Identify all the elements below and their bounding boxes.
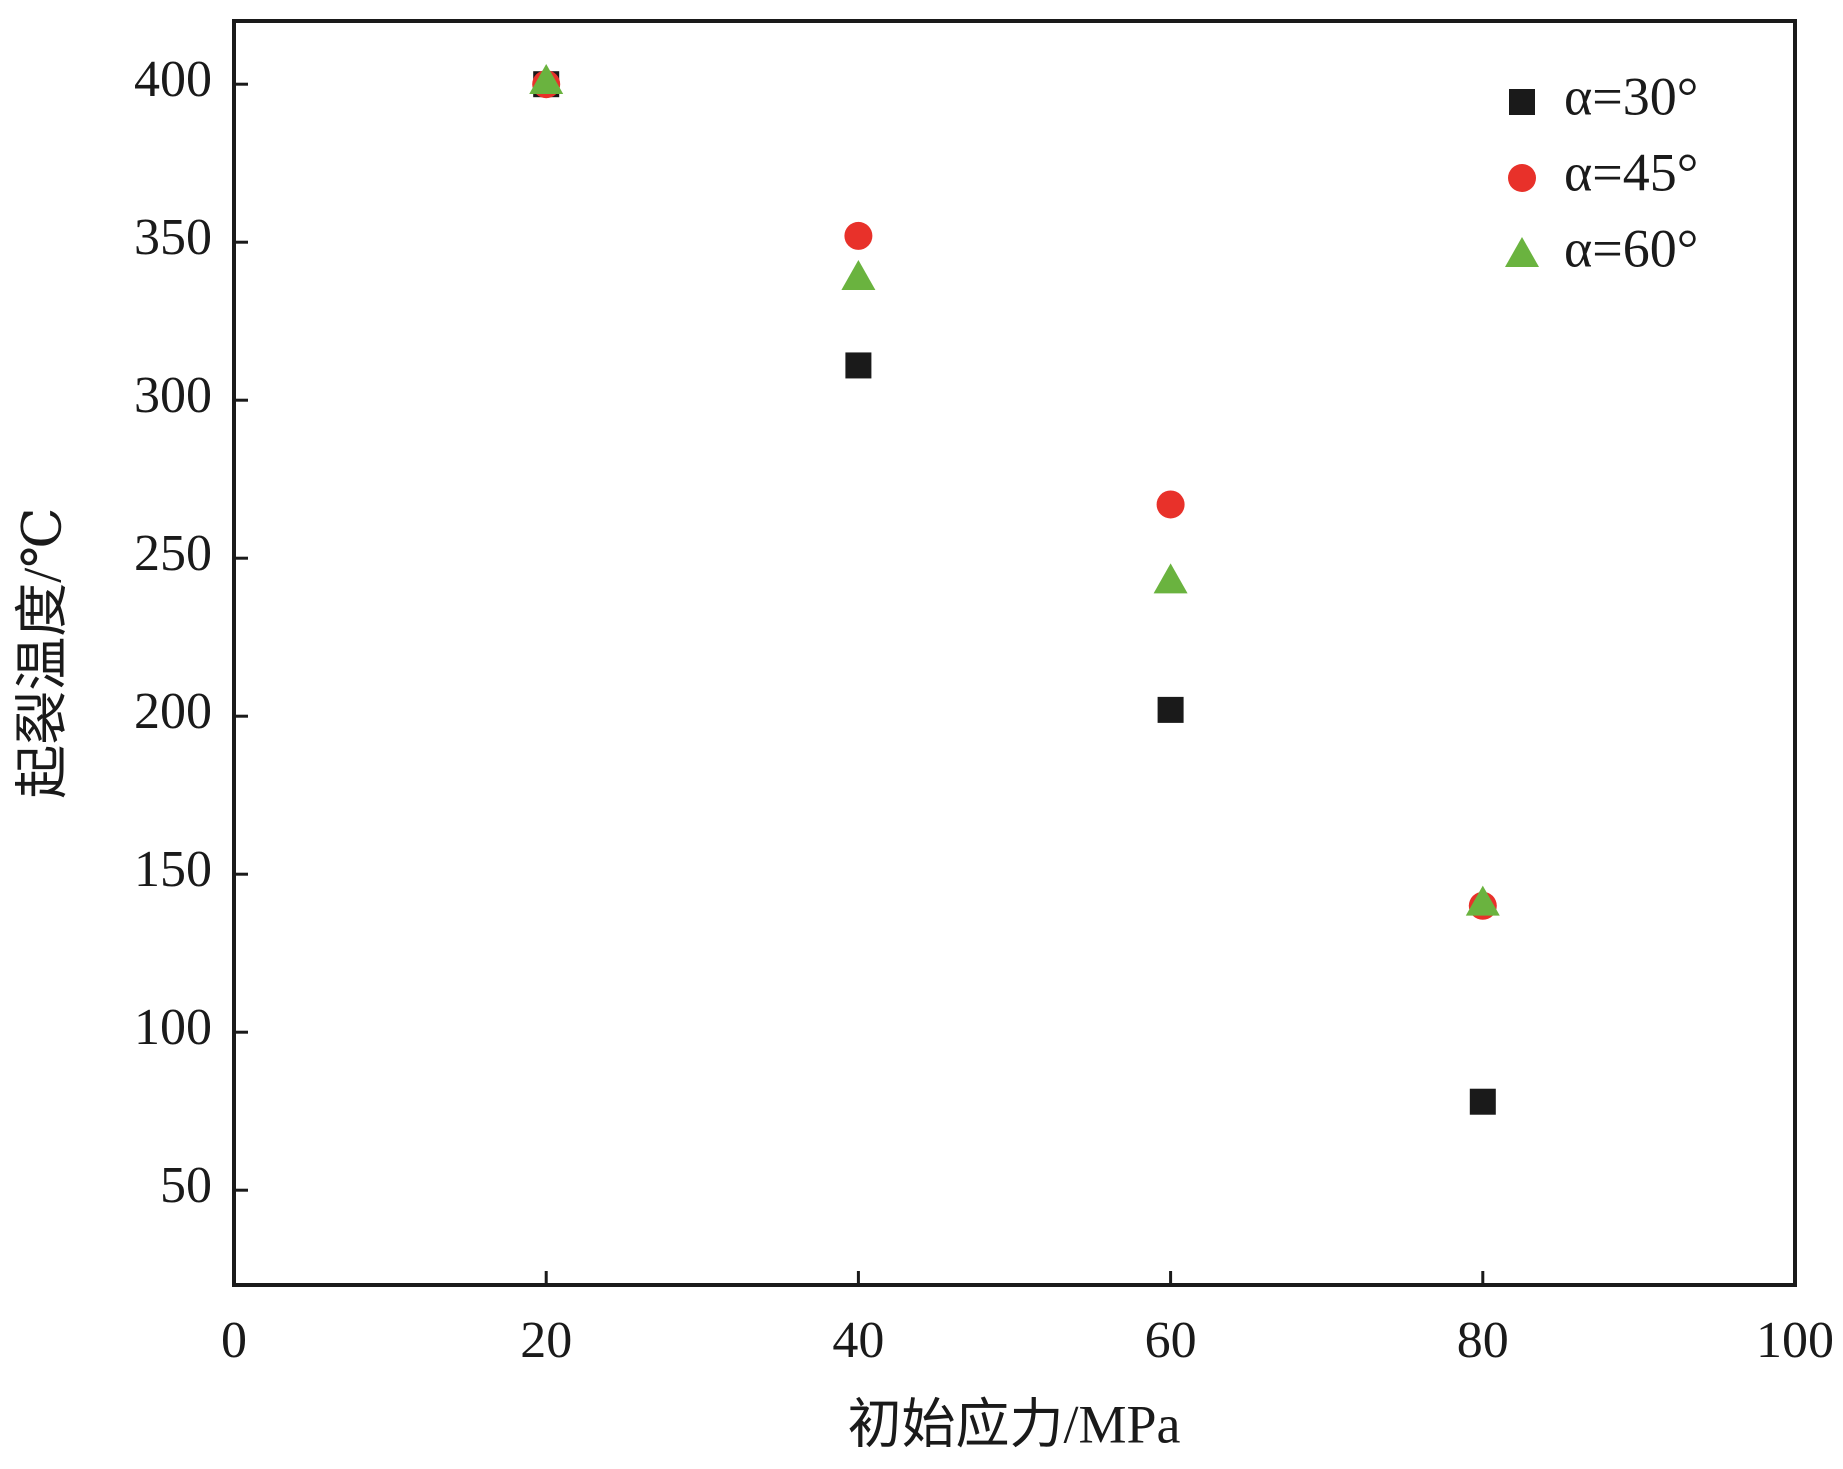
data-point bbox=[844, 221, 873, 250]
x-tick-label: 60 bbox=[1145, 1312, 1197, 1369]
data-point bbox=[529, 64, 564, 95]
y-axis-title: 起裂温度/℃ bbox=[12, 507, 72, 798]
data-point bbox=[845, 352, 872, 379]
x-tick-label: 80 bbox=[1457, 1312, 1509, 1369]
y-tick-label: 50 bbox=[160, 1157, 212, 1214]
data-point bbox=[1465, 885, 1500, 916]
y-tick-label: 350 bbox=[134, 209, 212, 266]
legend-label: α=45° bbox=[1564, 142, 1698, 202]
data-point bbox=[1153, 563, 1188, 594]
y-tick-label: 250 bbox=[134, 525, 212, 582]
y-tick-label: 300 bbox=[134, 367, 212, 424]
data-point bbox=[1156, 490, 1185, 519]
legend-marker bbox=[1508, 164, 1536, 192]
data-point bbox=[1469, 1088, 1496, 1115]
y-tick-label: 200 bbox=[134, 683, 212, 740]
data-point bbox=[841, 259, 876, 290]
legend-marker bbox=[1505, 237, 1539, 267]
legend-label: α=60° bbox=[1564, 218, 1698, 278]
y-tick-label: 400 bbox=[134, 51, 212, 108]
plot-frame bbox=[232, 19, 1797, 1287]
x-axis-title: 初始应力/MPa bbox=[847, 1394, 1180, 1454]
x-tick-label: 0 bbox=[221, 1312, 247, 1369]
legend-marker bbox=[1509, 89, 1535, 115]
y-tick-label: 150 bbox=[134, 841, 212, 898]
data-point bbox=[1157, 696, 1184, 723]
legend-label: α=30° bbox=[1564, 66, 1698, 126]
x-tick-label: 100 bbox=[1756, 1312, 1834, 1369]
x-tick-label: 20 bbox=[520, 1312, 572, 1369]
y-tick-label: 100 bbox=[134, 999, 212, 1056]
x-tick-label: 40 bbox=[832, 1312, 884, 1369]
